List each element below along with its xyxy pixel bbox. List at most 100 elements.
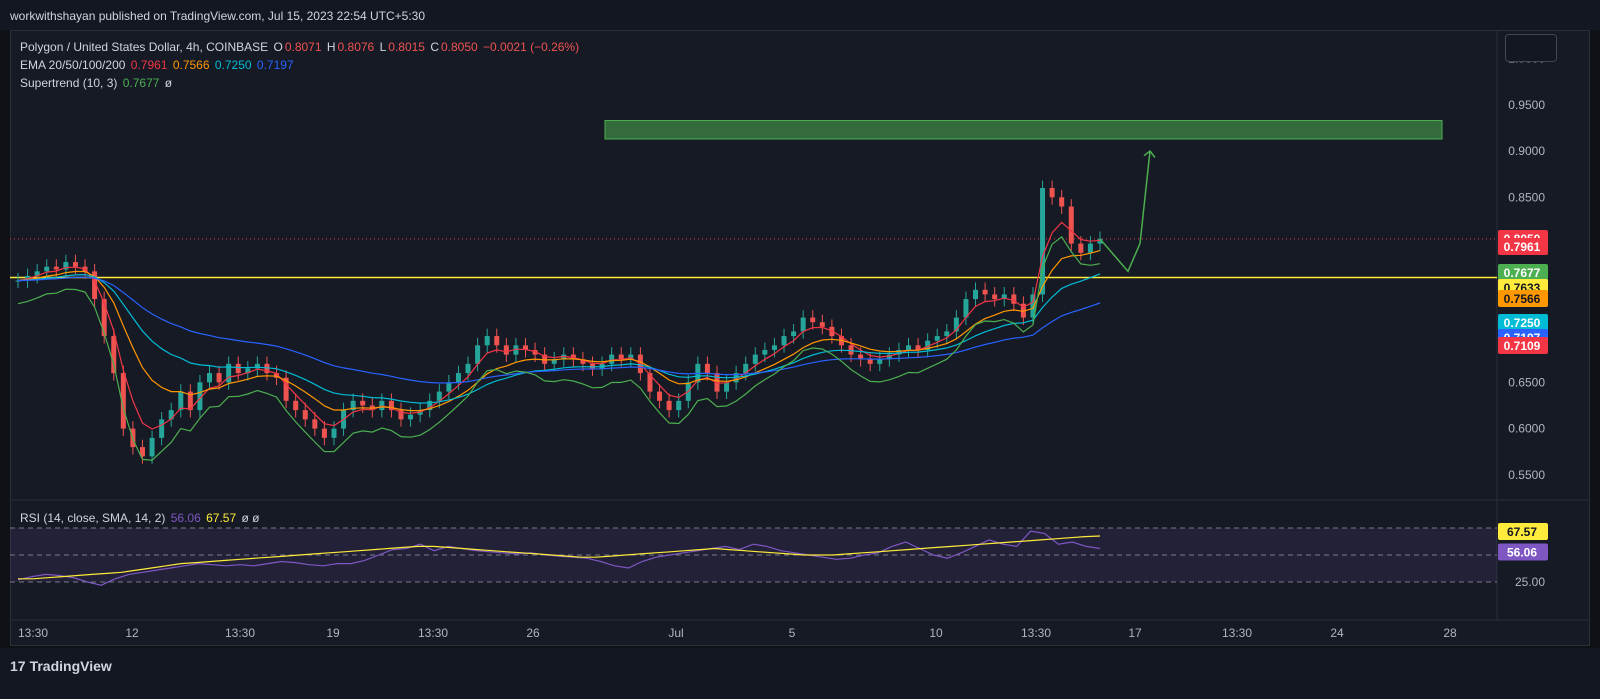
price-tick-label: 0.9500 [1508, 98, 1545, 112]
ema100-line [17, 273, 1101, 404]
candle-body [331, 428, 337, 438]
candle-body [436, 391, 442, 401]
candle-body [408, 414, 414, 420]
supertrend-legend[interactable]: Supertrend (10, 3) 0.7677 ø [20, 76, 174, 90]
candle-body [522, 345, 528, 350]
candle-body [628, 354, 634, 360]
price-label-box [1498, 314, 1548, 331]
price-label: 0.7566 [1504, 292, 1541, 306]
candle-body [254, 363, 260, 369]
rsi-label-box [1498, 523, 1548, 541]
candle-body [1078, 243, 1084, 253]
candle-body [111, 336, 117, 374]
resistance-zone [604, 119, 1443, 140]
candle-body [44, 266, 50, 272]
candle-body [743, 363, 749, 374]
candle-body [465, 363, 471, 374]
candle-body [207, 373, 213, 383]
ema100-value: 0.7250 [214, 58, 252, 72]
candle-body [53, 266, 59, 270]
candle-body [618, 354, 624, 360]
candle-body [484, 336, 490, 346]
price-label: 0.7961 [1504, 240, 1541, 254]
candle-body [283, 377, 289, 401]
candle-body [503, 345, 509, 355]
candle-body [666, 400, 672, 411]
chart-settings-button[interactable] [1505, 34, 1557, 62]
candle-body [590, 363, 596, 369]
open-label: O [273, 40, 283, 54]
candle-body [858, 354, 864, 360]
projection-arrow [1099, 150, 1151, 273]
candle-body [360, 400, 366, 406]
candle-body [494, 336, 500, 346]
time-tick-label: 24 [1330, 626, 1344, 640]
supertrend-label: Supertrend (10, 3) [20, 76, 118, 90]
candle-body [752, 354, 758, 364]
rsi-value: 56.06 [170, 511, 201, 525]
ema20-value: 0.7961 [130, 58, 168, 72]
rsi-legend[interactable]: RSI (14, close, SMA, 14, 2) 56.06 67.57 … [20, 511, 261, 525]
candle-body [580, 359, 586, 364]
open-value: 0.8071 [284, 40, 322, 54]
candle-body [168, 410, 174, 420]
low-label: L [379, 40, 387, 54]
candle-body [1001, 294, 1007, 300]
rsi-tick-label: 25.00 [1515, 575, 1545, 589]
ema50-value: 0.7566 [172, 58, 210, 72]
rsi-price-label: 56.06 [1507, 545, 1537, 559]
candle-body [264, 363, 270, 374]
candle-body [1020, 303, 1026, 318]
change-value: −0.0021 (−0.26%) [483, 40, 580, 54]
candle-body [676, 400, 682, 411]
candle-body [159, 419, 165, 438]
time-tick-label: 10 [929, 626, 943, 640]
symbol-name[interactable]: Polygon / United States Dollar, 4h, COIN… [20, 40, 269, 54]
time-tick-label: Jul [668, 626, 683, 640]
candle-body [350, 400, 356, 411]
candle-body [293, 400, 299, 411]
candle-body [1059, 197, 1065, 207]
rsi-label: RSI (14, close, SMA, 14, 2) [20, 511, 166, 525]
publish-info: workwithshayan published on TradingView.… [10, 9, 426, 23]
candle-body [216, 373, 222, 383]
candle-body [63, 262, 69, 270]
price-tick-label: 0.6500 [1508, 375, 1545, 389]
candle-body [810, 317, 816, 323]
candle-body [867, 359, 873, 364]
candle-body [791, 331, 797, 337]
price-label: 0.7250 [1504, 316, 1541, 330]
close-value: 0.8050 [440, 40, 478, 54]
symbol-legend: Polygon / United States Dollar, 4h, COIN… [20, 40, 581, 54]
publish-bar: workwithshayan published on TradingView.… [0, 0, 1600, 30]
ema200-value: 0.7197 [256, 58, 294, 72]
supertrend-value: 0.7677 [122, 76, 160, 90]
candle-body [896, 349, 902, 355]
candle-body [235, 363, 241, 374]
time-tick-label: 13:30 [1021, 626, 1051, 640]
candle-body [446, 382, 452, 392]
candle-body [657, 391, 663, 401]
candle-body [704, 363, 710, 374]
candle-body [992, 294, 998, 300]
candle-body [953, 317, 959, 332]
time-tick-label: 13:30 [18, 626, 48, 640]
rsi-price-label: 67.57 [1507, 525, 1537, 539]
candle-body [312, 419, 318, 429]
ema-legend[interactable]: EMA 20/50/100/200 0.7961 0.7566 0.7250 0… [20, 58, 296, 72]
time-tick-label: 12 [125, 626, 139, 640]
candle-body [34, 271, 40, 276]
candle-body [139, 447, 145, 457]
candle-body [197, 382, 203, 411]
candle-body [647, 373, 653, 392]
time-tick-label: 28 [1443, 626, 1457, 640]
candle-body [513, 345, 519, 355]
price-label-box [1498, 337, 1548, 354]
price-label-box [1498, 238, 1548, 255]
price-label: 0.7677 [1504, 266, 1541, 280]
high-value: 0.8076 [337, 40, 375, 54]
candle-body [925, 340, 931, 350]
candle-body [781, 336, 787, 346]
tradingview-brand[interactable]: 17 TradingView [10, 658, 112, 674]
